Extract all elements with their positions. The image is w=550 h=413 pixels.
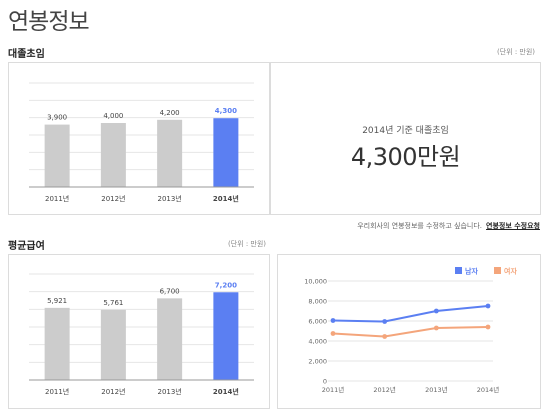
line-point-male: [382, 319, 388, 324]
average-pay-category-label: 2012년: [101, 387, 125, 396]
average-pay-category-label: 2013년: [157, 387, 181, 396]
line-chart-y-tick: 6,000: [308, 318, 327, 326]
salary-edit-notice: 우리회사의 연봉정보를 수정하고 싶습니다. 연봉정보 수정요청: [300, 221, 540, 231]
starting-salary-value-label: 4,300: [215, 107, 237, 115]
starting-salary-bar: [44, 124, 70, 187]
average-pay-category-label: 2011년: [45, 387, 69, 396]
starting-salary-value-label: 4,200: [160, 109, 180, 117]
kpi-caption: 2014년 기준 대졸초임: [362, 126, 449, 136]
line-point-female: [485, 324, 491, 330]
line-chart-x-tick: 2013년: [425, 385, 448, 394]
line-chart-y-tick: 0: [323, 378, 327, 386]
starting-salary-bar-chart: 3,900 2011년 4,000 2012년 4,200 2013년 4,300 2014년: [29, 82, 254, 203]
average-pay-value-label: 5,761: [103, 299, 123, 307]
legend-swatch-male: [455, 267, 462, 274]
average-pay-chart-panel: 5,921 2011년 5,761 2012년 6,700 2013년 7,200 2014년: [8, 254, 270, 409]
average-pay-bar: [44, 307, 70, 380]
starting-salary-unit: (단위 : 만원): [497, 48, 536, 56]
starting-salary-bar: [100, 123, 126, 187]
line-point-male: [433, 308, 439, 314]
starting-salary-title: 대졸초임: [8, 49, 45, 60]
line-series-male: [332, 305, 489, 323]
line-chart-x-tick: 2012년: [373, 385, 396, 394]
notice-text: 우리회사의 연봉정보를 수정하고 싶습니다.: [357, 222, 483, 230]
average-pay-value-label: 7,200: [215, 281, 237, 289]
legend-label-female: 여자: [504, 267, 517, 276]
starting-salary-bar: [213, 118, 239, 187]
line-chart-y-tick: 2,000: [308, 358, 327, 366]
line-chart-y-tick: 4,000: [308, 338, 327, 346]
kpi-value: 4,300만원: [350, 143, 461, 171]
starting-salary-value-label: 4,000: [103, 112, 123, 120]
line-point-male: [485, 303, 491, 309]
starting-salary-category-label: 2014년: [213, 194, 239, 203]
average-pay-bar: [157, 298, 183, 380]
line-point-female: [330, 331, 336, 336]
line-chart-x-tick: 2014년: [477, 385, 500, 394]
average-pay-value-label: 5,921: [47, 297, 67, 305]
line-point-male: [330, 318, 336, 323]
average-pay-bar: [100, 309, 126, 380]
line-point-female: [433, 325, 439, 331]
line-chart-y-tick: 8,000: [308, 298, 327, 306]
starting-salary-category-label: 2012년: [101, 194, 125, 203]
average-pay-bar-chart: 5,921 2011년 5,761 2012년 6,700 2013년 7,200 2014년: [29, 273, 254, 396]
kpi-panel: 2014년 기준 대졸초임 4,300만원: [270, 62, 541, 215]
starting-salary-value-label: 3,900: [47, 114, 67, 122]
legend-label-male: 남자: [465, 267, 478, 276]
average-pay-value-label: 6,700: [160, 287, 180, 295]
line-chart-x-tick: 2011년: [322, 385, 345, 394]
salary-edit-request-link[interactable]: 연봉정보 수정요청: [486, 222, 540, 230]
average-pay-bar: [213, 292, 239, 380]
line-series-female: [332, 326, 489, 338]
average-pay-title: 평균급여: [8, 241, 45, 252]
line-point-female: [382, 334, 388, 339]
starting-salary-category-label: 2013년: [157, 194, 181, 203]
starting-salary-bar: [157, 119, 183, 187]
page-title: 연봉정보: [8, 9, 90, 35]
starting-salary-chart-panel: 3,900 2011년 4,000 2012년 4,200 2013년 4,300 2014년: [8, 62, 270, 215]
average-pay-category-label: 2014년: [213, 387, 239, 396]
starting-salary-category-label: 2011년: [45, 194, 69, 203]
line-chart-y-tick: 10,000: [304, 278, 327, 286]
average-pay-unit: (단위 : 만원): [228, 240, 267, 248]
gender-line-chart-panel: 10,000 8,000 6,000 4,000 2,000 0 2011년 2012년 201…: [277, 254, 541, 409]
legend-swatch-female: [494, 267, 501, 274]
